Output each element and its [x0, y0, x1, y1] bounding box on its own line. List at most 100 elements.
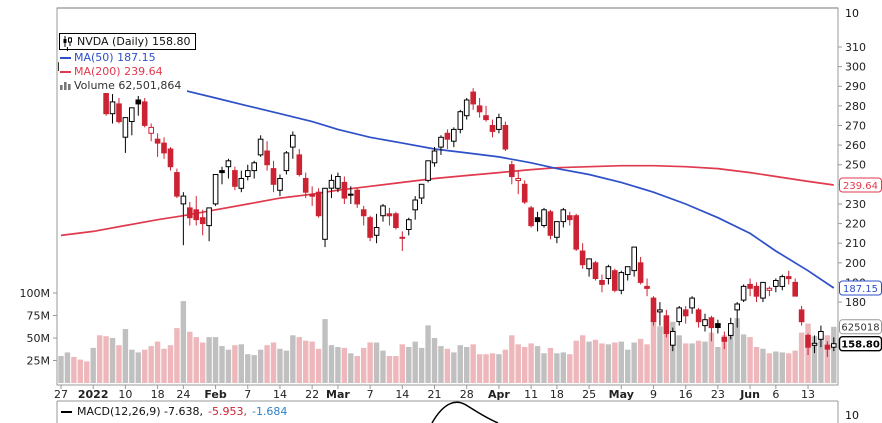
candle-body [541, 209, 547, 227]
candle-body [682, 309, 689, 317]
volume-bar [296, 337, 302, 383]
candle-body [605, 266, 612, 280]
volume-bar [786, 353, 792, 383]
volume-bar [766, 353, 773, 383]
candle-body [129, 107, 135, 123]
candle-body [367, 217, 373, 238]
candle-body [824, 344, 831, 350]
volume-bar [444, 348, 451, 383]
ticker-title-box: NVDA (Daily) 158.80 [59, 33, 197, 50]
legend-volume: Volume 62,501,864 [59, 79, 188, 93]
candle-body [335, 176, 341, 189]
candle-body [360, 209, 367, 217]
volume-bar [399, 344, 406, 383]
volume-bar [71, 356, 77, 383]
candle-body [154, 138, 161, 144]
price-callout-label: 625018 [841, 323, 879, 334]
candle-body [831, 343, 837, 348]
candle-body [476, 105, 483, 113]
volume-bar [96, 335, 103, 383]
candle-body [573, 215, 580, 250]
candle-body [161, 142, 167, 154]
volume-bar [579, 335, 586, 383]
volume-bar [773, 351, 779, 383]
candle-body [644, 285, 650, 289]
x-axis-label: 22 [305, 388, 319, 401]
price-callout-label: 158.80 [841, 339, 880, 350]
legend-ma200: MA(200) 239.64 [59, 65, 169, 79]
candle-body [470, 91, 476, 105]
macd-histogram-value: -1.684 [251, 405, 288, 418]
candle-body [528, 207, 534, 227]
x-axis-label: Mar [326, 388, 350, 401]
candle-body [798, 309, 805, 323]
volume-bar [573, 340, 579, 383]
macd-panel-axis-label: 10 [845, 409, 859, 422]
volume-axis-label: 100M [20, 287, 51, 300]
price-axis-label: 230 [845, 198, 866, 211]
volume-bar [64, 352, 71, 383]
volume-bar [380, 350, 386, 383]
candle-body [502, 125, 509, 150]
x-axis-label: Jun [739, 388, 760, 401]
volume-bar [90, 347, 96, 383]
candle-body [302, 178, 309, 193]
volume-bar [650, 318, 657, 383]
volume-bar [367, 342, 373, 383]
macd-legend: MACD(12,26,9) -7.638, -5.953, -1.684 [61, 405, 288, 418]
candle-body [650, 297, 657, 323]
x-axis-label: 6 [772, 388, 779, 401]
volume-bar [167, 345, 174, 383]
volume-bar [670, 321, 676, 383]
volume-bar [199, 342, 206, 383]
volume-bar [483, 354, 489, 383]
volume-bar [682, 343, 689, 383]
candle-body [702, 319, 708, 327]
candle-body [766, 287, 773, 291]
volume-bar [457, 345, 463, 383]
candle-body [373, 227, 380, 236]
volume-bar [464, 347, 470, 383]
candle-body [760, 281, 766, 299]
volume-bar [599, 343, 605, 383]
volume-label: Volume 62,501,864 [74, 79, 182, 92]
candle-body [695, 309, 702, 323]
candle-body [109, 101, 116, 115]
ticker-title: NVDA (Daily) 158.80 [77, 35, 191, 48]
candle-body [747, 283, 753, 289]
volume-bar [818, 333, 824, 383]
volume-bar [515, 344, 521, 383]
macd-line-swatch [61, 410, 72, 413]
volume-bar [431, 338, 438, 383]
x-axis-label: 24 [176, 388, 190, 401]
x-axis-label: 10 [118, 388, 132, 401]
candle-body [309, 193, 315, 197]
volume-bar [715, 347, 721, 383]
volume-bar [728, 330, 734, 383]
volume-bar [792, 350, 798, 383]
x-axis-label: 2022 [78, 388, 109, 401]
volume-bar [695, 340, 702, 383]
price-axis-label: 250 [845, 159, 866, 172]
candle-body [721, 336, 728, 342]
x-axis-label: 7 [367, 388, 374, 401]
volume-bar [831, 326, 837, 384]
candle-body [348, 193, 354, 196]
volume-bar [238, 344, 245, 383]
candle-body [612, 270, 618, 291]
candle-body [341, 181, 348, 199]
x-axis-label: 25 [582, 388, 596, 401]
candle-body [425, 160, 431, 181]
ma50-line-swatch [60, 56, 71, 59]
volume-bar [637, 338, 644, 383]
candle-body [328, 179, 335, 189]
volume-bar [702, 341, 708, 383]
x-axis-label: Feb [204, 388, 227, 401]
volume-bar [290, 335, 296, 383]
candle-body [708, 317, 715, 329]
volume-bars-icon [60, 81, 71, 90]
x-axis-label: 16 [679, 388, 693, 401]
candle-body [167, 148, 174, 168]
ma200-line-swatch [60, 70, 71, 73]
volume-bar [612, 342, 618, 383]
